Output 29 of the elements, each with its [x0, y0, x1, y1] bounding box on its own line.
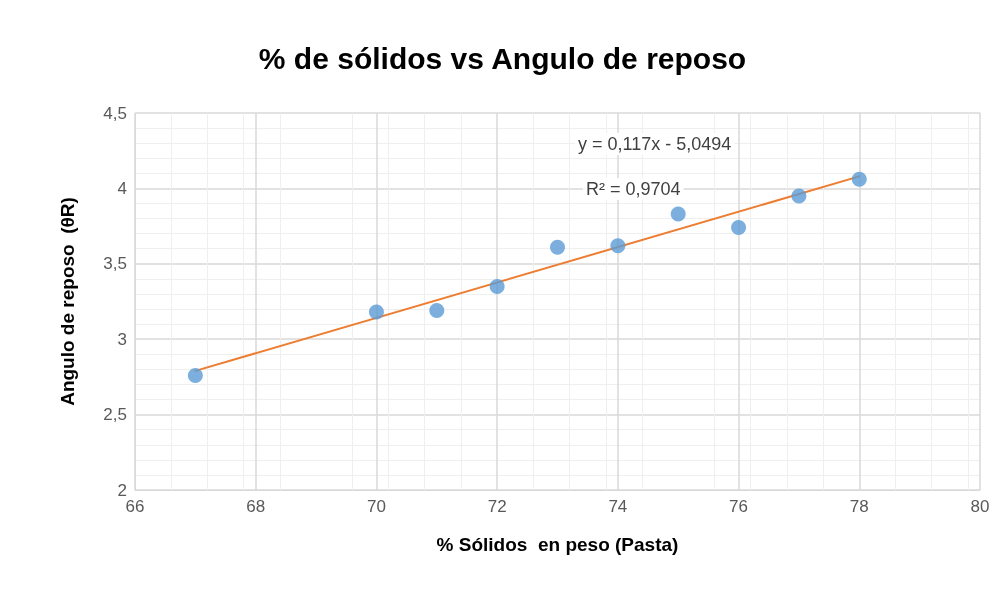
- point: [731, 220, 747, 236]
- point: [670, 206, 686, 222]
- y-tick-label: 3: [117, 329, 127, 349]
- x-tick-label: 68: [246, 497, 266, 516]
- x-tick-label: 74: [608, 497, 628, 516]
- point: [791, 188, 807, 204]
- point: [429, 303, 445, 319]
- point: [610, 238, 626, 254]
- y-tick-label: 4: [117, 178, 127, 198]
- x-tick-label: 80: [970, 497, 990, 516]
- y-axis-title: Angulo de reposo (θR): [57, 197, 78, 406]
- x-tick-label: 72: [487, 497, 507, 516]
- y-tick-label: 4,5: [103, 103, 127, 123]
- x-axis-title: % Sólidos en peso (Pasta): [436, 534, 679, 555]
- x-tick-label: 78: [849, 497, 869, 516]
- annotation: y = 0,117x - 5,0494: [578, 134, 732, 154]
- point: [187, 367, 203, 383]
- y-tick-label: 3,5: [103, 254, 127, 274]
- x-tick-label: 66: [125, 497, 145, 516]
- y-tick-label: 2: [117, 480, 127, 500]
- chart-title: % de sólidos vs Angulo de reposo: [258, 41, 747, 75]
- point: [851, 171, 867, 187]
- y-tick-label: 2,5: [103, 405, 127, 425]
- point: [368, 304, 384, 320]
- annotation: R² = 0,9704: [586, 179, 681, 199]
- x-tick-label: 70: [366, 497, 386, 516]
- point: [489, 278, 505, 294]
- x-tick-label: 76: [729, 497, 749, 516]
- point: [550, 239, 565, 255]
